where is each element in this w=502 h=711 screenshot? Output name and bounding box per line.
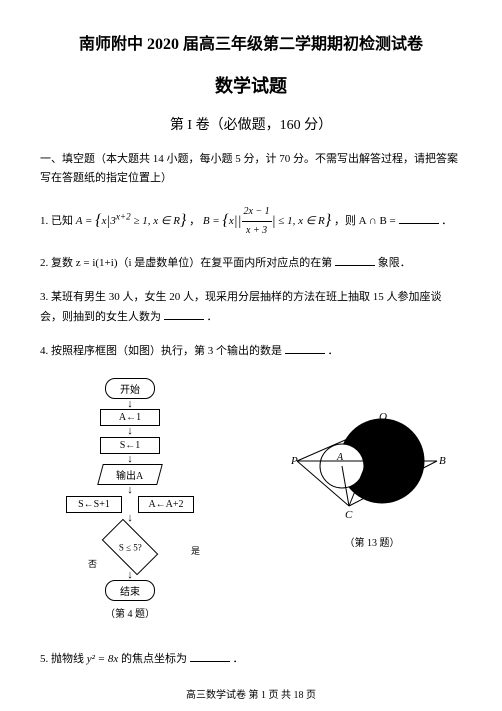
q5-number: 5. [40, 653, 48, 665]
flow-output: 输出A [97, 464, 163, 485]
page-footer: 高三数学试卷 第 1 页 共 18 页 [0, 686, 502, 701]
geometry-svg: P A B C Q [287, 406, 457, 526]
q4-number: 4. [40, 345, 48, 357]
q2-text: 复数 z = i(1+i)（i 是虚数单位）在复平面内所对应点的在第 [51, 257, 332, 269]
flow-arrow: ↓ [60, 515, 200, 522]
q2-blank [335, 254, 375, 266]
geo-label-p: P [290, 455, 298, 467]
flow-start: 开始 [105, 378, 155, 399]
q5-formula: y² = 8x [87, 653, 119, 665]
q4-blank [285, 342, 325, 354]
flow-output-text: 输出A [116, 467, 143, 482]
q3-blank [164, 308, 204, 320]
q1-frac-num: 2x − 1 [242, 203, 272, 222]
question-3: 3. 某班有男生 30 人，女生 20 人，现采用分层抽样的方法在班上抽取 15… [40, 288, 462, 328]
geo-label-c: C [345, 509, 353, 521]
exam-subject-title: 数学试题 [40, 72, 462, 98]
flow-arrow: ↓ [60, 456, 200, 463]
q5-blank [190, 650, 230, 662]
geo-label-a: A [336, 452, 344, 463]
q1-frac-den: x + 3 [242, 222, 272, 240]
q1-setA: A = {x|3x+2 ≥ 1, x ∈ R} [76, 215, 189, 227]
flow-step1: A←1 [100, 409, 160, 426]
flow-step2: S←1 [100, 437, 160, 454]
flow-step3b: A←A+2 [138, 496, 194, 513]
section-instruction: 一、填空题（本大题共 14 小题，每小题 5 分，计 70 分。不需写出解答过程… [40, 150, 462, 187]
flow-arrow: ↓ [60, 572, 200, 579]
geometry-caption: （第 13 题） [282, 534, 462, 549]
geo-label-b: B [439, 455, 446, 467]
q2-number: 2. [40, 257, 48, 269]
question-2: 2. 复数 z = i(1+i)（i 是虚数单位）在复平面内所对应点的在第 象限… [40, 254, 462, 274]
question-5: 5. 抛物线 y² = 8x 的焦点坐标为 ． [40, 650, 462, 670]
flow-arrow: ↓ [60, 428, 200, 435]
exam-main-title: 南师附中 2020 届高三年级第二学期期初检测试卷 [40, 30, 462, 54]
geometry-figure: P A B C Q （第 13 题） [282, 406, 462, 549]
figures-row: 开始 ↓ A←1 ↓ S←1 ↓ 输出A ↓ S←S+1 A←A+2 ↓ S ≤… [40, 376, 462, 621]
q3-number: 3. [40, 291, 48, 303]
flow-decision: S ≤ 5? [102, 518, 159, 575]
flow-step3a: S←S+1 [66, 496, 122, 513]
q2-suffix: 象限． [378, 257, 411, 269]
q3-end: ． [207, 311, 218, 323]
flowchart-caption: （第 4 题） [60, 605, 200, 620]
geo-label-q: Q [379, 411, 387, 423]
question-4: 4. 按照程序框图（如图）执行，第 3 个输出的数是 ． [40, 342, 462, 362]
question-1: 1. 已知 A = {x|3x+2 ≥ 1, x ∈ R} ， B = {x||… [40, 203, 462, 240]
q1-setB-label: B = [203, 215, 223, 227]
q5-prefix: 抛物线 [51, 653, 87, 665]
flow-arrow: ↓ [60, 401, 200, 408]
q1-setB-cond: ≤ 1, x ∈ R [276, 215, 325, 227]
q4-end: ． [328, 345, 339, 357]
flow-arrow: ↓ [60, 487, 200, 494]
q1-between: ， [189, 215, 200, 227]
q1-prefix: 已知 [51, 215, 76, 227]
q1-number: 1. [40, 215, 48, 227]
q1-setA-exp: x+2 [116, 212, 131, 222]
q3-text: 某班有男生 30 人，女生 20 人，现采用分层抽样的方法在班上抽取 15 人参… [40, 291, 442, 323]
flow-yes-label: 是 [191, 544, 200, 557]
q5-suffix: 的焦点坐标为 [121, 653, 187, 665]
q1-blank [399, 212, 439, 224]
flow-end: 结束 [105, 580, 155, 601]
q4-text: 按照程序框图（如图）执行，第 3 个输出的数是 [51, 345, 282, 357]
flowchart-figure: 开始 ↓ A←1 ↓ S←1 ↓ 输出A ↓ S←S+1 A←A+2 ↓ S ≤… [60, 376, 200, 621]
q5-end: ． [233, 653, 244, 665]
q1-setB: B = {x||2x − 1x + 3| ≤ 1, x ∈ R} [203, 215, 334, 227]
q1-suffix: ，则 A ∩ B = [334, 215, 399, 227]
flow-decision-text: S ≤ 5? [119, 542, 142, 552]
q1-end: ． [441, 215, 452, 227]
flow-no-label: 否 [88, 557, 97, 570]
q1-setA-cond: ≥ 1, x ∈ R [131, 215, 180, 227]
q1-setA-label: A = [76, 215, 95, 227]
exam-section-title: 第 I 卷（必做题，160 分） [40, 114, 462, 134]
